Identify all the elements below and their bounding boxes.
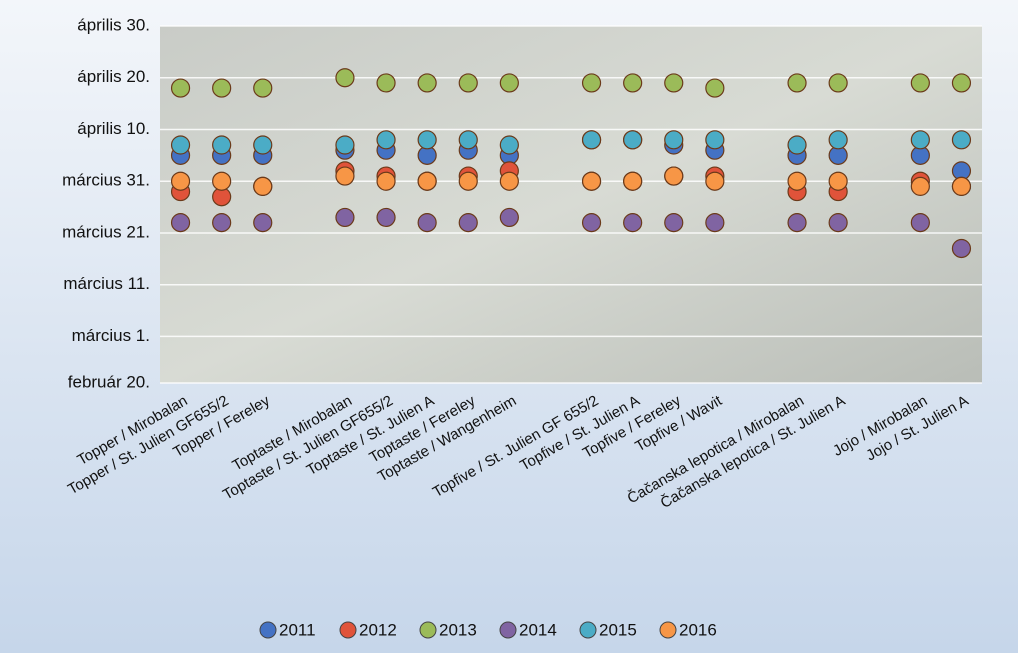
dot [951, 176, 972, 196]
dot [458, 213, 478, 233]
dot [170, 213, 191, 233]
dot [828, 73, 848, 93]
dot [623, 130, 643, 150]
dot [499, 73, 519, 93]
grid: február 20. március 1. március 11. március … [62, 15, 982, 391]
dot [417, 130, 437, 150]
dot [170, 78, 191, 98]
dot [705, 78, 725, 98]
dot [951, 238, 972, 259]
dot [212, 78, 232, 98]
dot [170, 135, 191, 155]
y-tick-label: április 20. [77, 67, 150, 86]
dot [376, 130, 396, 150]
dot [253, 176, 273, 196]
legend-swatch [499, 621, 517, 639]
dot [910, 176, 930, 196]
dot [664, 213, 684, 233]
dot [253, 213, 273, 233]
dot [664, 73, 684, 93]
dot [417, 213, 437, 233]
dot [787, 73, 807, 93]
legend-swatch [659, 621, 677, 639]
dot [910, 130, 930, 150]
dot [828, 171, 848, 191]
dot [787, 213, 807, 233]
legend-label: 2014 [519, 620, 557, 639]
dot [623, 213, 643, 233]
dot [581, 213, 602, 233]
dot [623, 171, 643, 191]
y-tick-label: március 21. [62, 222, 150, 241]
marks [170, 68, 972, 259]
dot [581, 130, 602, 150]
legend-swatch [339, 621, 357, 639]
legend-label: 2012 [359, 620, 397, 639]
legend-label: 2016 [679, 620, 717, 639]
dot [458, 130, 478, 150]
y-tick-label: február 20. [68, 372, 150, 391]
dot [705, 130, 725, 150]
legend-label: 2015 [599, 620, 637, 639]
dot [212, 213, 232, 233]
dot [828, 213, 848, 233]
dot [787, 171, 807, 191]
dot [376, 171, 396, 191]
dot [623, 73, 643, 93]
dot [828, 130, 848, 150]
legend-label: 2011 [279, 620, 316, 639]
dot [951, 130, 972, 150]
dot [910, 73, 930, 93]
y-tick-label: április 30. [77, 15, 150, 34]
dot [212, 171, 232, 191]
dot [417, 73, 437, 93]
dot [787, 135, 807, 155]
dot [335, 166, 355, 186]
dot [335, 207, 355, 228]
dot [458, 171, 478, 191]
dot [376, 207, 396, 228]
dot [170, 171, 191, 191]
dot [581, 171, 602, 191]
dot [212, 135, 232, 155]
dot [335, 68, 355, 88]
legend-label: 2013 [439, 620, 477, 639]
dot [335, 135, 355, 155]
dot [951, 73, 972, 93]
y-tick-label: március 11. [63, 274, 150, 293]
dot [581, 73, 602, 93]
dot [253, 78, 273, 98]
dot [499, 135, 519, 155]
dot [705, 213, 725, 233]
legend-swatch [259, 621, 277, 639]
dot [705, 171, 725, 191]
dot [664, 166, 684, 186]
legend-swatch [579, 621, 597, 639]
dot [499, 171, 519, 191]
dot [499, 207, 519, 228]
dot [458, 73, 478, 93]
y-tick-label: április 10. [77, 119, 150, 138]
dot [376, 73, 396, 93]
y-tick-label: március 31. [62, 171, 150, 190]
legend-swatch [419, 621, 437, 639]
plot-area [160, 26, 982, 383]
dot [417, 171, 437, 191]
dot [664, 130, 684, 150]
y-tick-label: március 1. [72, 326, 150, 345]
dot [253, 135, 273, 155]
dot [910, 213, 930, 233]
